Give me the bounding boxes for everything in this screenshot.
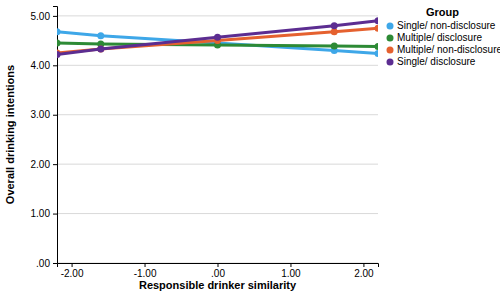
y-tick-mark — [53, 65, 57, 66]
y-tick: 3.00 — [31, 109, 57, 120]
x-tick: -2.00 — [61, 263, 84, 279]
y-tick-mark — [53, 214, 57, 215]
x-tick-mark — [218, 263, 219, 267]
x-tick-label: 1.00 — [281, 268, 301, 279]
legend-swatch — [387, 23, 394, 30]
x-tick: 2.00 — [354, 263, 374, 279]
y-tick-label: 3.00 — [31, 109, 51, 120]
y-tick: 2.00 — [31, 159, 57, 170]
grid-line — [57, 15, 378, 16]
series-marker — [375, 43, 379, 50]
legend-title: Group — [426, 6, 459, 18]
series-marker — [375, 25, 379, 32]
series-marker — [97, 45, 104, 52]
grid-line — [57, 65, 378, 66]
x-tick: .00 — [211, 263, 225, 279]
legend: Group Single/ non-disclosureMultiple/ dis… — [387, 6, 500, 67]
x-tick: -1.00 — [134, 263, 157, 279]
x-tick-mark — [363, 263, 364, 267]
x-tick-label: 2.00 — [354, 268, 374, 279]
series-marker — [214, 34, 221, 41]
series-marker — [331, 43, 338, 50]
y-tick: 1.00 — [31, 208, 57, 219]
series-marker — [57, 51, 61, 58]
y-axis-line — [53, 7, 58, 264]
y-tick: .00 — [36, 258, 57, 269]
y-tick-label: 5.00 — [31, 11, 51, 22]
y-axis: .00 1.00 2.00 3.00 4.00 5.00 — [31, 7, 58, 269]
series-marker — [97, 45, 104, 52]
x-tick-label: .00 — [211, 268, 225, 279]
x-tick-label: -2.00 — [61, 268, 84, 279]
legend-label: Multiple/ disclosure — [397, 32, 482, 43]
legend-label: Single/ disclosure — [397, 56, 476, 67]
grid-line — [57, 114, 378, 115]
chart: -2.00 -1.00 .00 1.00 2.00 .00 1.00 2.00 3.00 4.00… — [0, 0, 500, 293]
x-tick-mark — [290, 263, 291, 267]
series-marker — [57, 28, 61, 35]
plot-area — [57, 17, 378, 58]
y-tick-mark — [53, 164, 57, 165]
series-marker — [375, 17, 379, 24]
legend-swatch — [387, 47, 394, 54]
y-tick-label: 4.00 — [31, 60, 51, 71]
y-tick: 5.00 — [31, 11, 57, 22]
grid-line — [57, 164, 378, 165]
y-tick-mark — [53, 263, 57, 264]
x-axis-line — [58, 264, 379, 268]
series-marker — [331, 22, 338, 29]
series-marker — [57, 40, 61, 47]
y-tick-label: 1.00 — [31, 208, 51, 219]
legend-label: Multiple/ non-disclosure — [397, 44, 500, 55]
legend-swatch — [387, 59, 394, 66]
y-tick-mark — [53, 16, 57, 17]
x-tick-mark — [72, 263, 73, 267]
y-tick-label: .00 — [36, 258, 50, 269]
y-axis-title: Overall drinking intentions — [4, 65, 16, 204]
y-tick-mark — [53, 115, 57, 116]
grid-line — [57, 213, 378, 214]
x-tick-mark — [145, 263, 146, 267]
legend-swatch — [387, 35, 394, 42]
x-tick-label: -1.00 — [134, 268, 157, 279]
y-tick: 4.00 — [31, 60, 57, 71]
grid — [57, 16, 378, 263]
legend-label: Single/ non-disclosure — [397, 20, 496, 31]
series-marker — [97, 32, 104, 39]
series-marker — [375, 50, 379, 57]
x-axis-title: Responsible drinker similarity — [139, 279, 297, 291]
series-line — [57, 21, 378, 55]
y-tick-label: 2.00 — [31, 159, 51, 170]
x-axis: -2.00 -1.00 .00 1.00 2.00 — [58, 263, 379, 279]
x-tick: 1.00 — [281, 263, 301, 279]
